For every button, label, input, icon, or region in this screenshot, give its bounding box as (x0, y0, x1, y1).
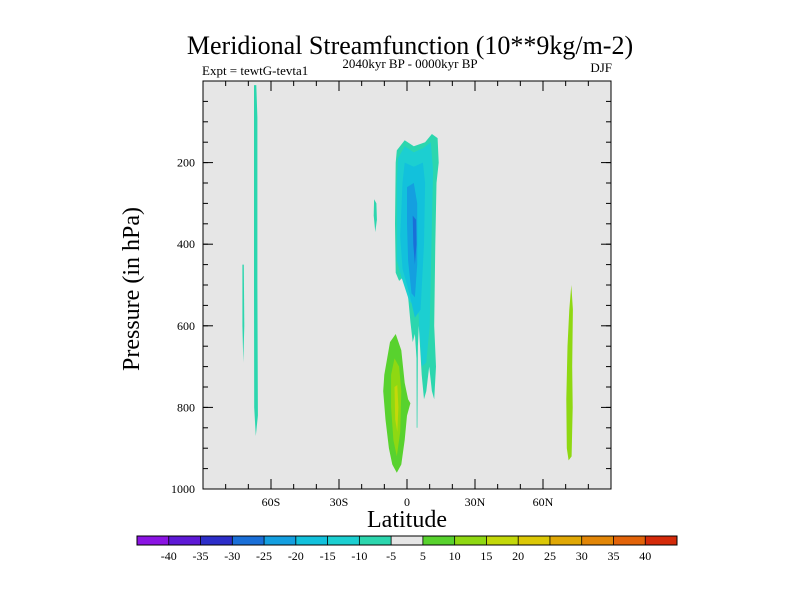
colorbar-label: -25 (256, 549, 272, 563)
colorbar-label: -20 (288, 549, 304, 563)
x-tick-label: 0 (404, 495, 410, 509)
colorbar-box (581, 536, 614, 545)
x-tick-label: 60S (262, 495, 281, 509)
colorbar-box (137, 536, 169, 545)
colorbar-label: 15 (480, 549, 492, 563)
y-tick-label: 1000 (171, 482, 195, 496)
colorbar-box (391, 536, 423, 545)
colorbar-box (486, 536, 519, 545)
right-string: DJF (590, 60, 612, 75)
colorbar-box (422, 536, 455, 545)
center-string: 2040kyr BP - 0000kyr BP (342, 56, 477, 71)
colorbar-label: -15 (320, 549, 336, 563)
colorbar-box (518, 536, 550, 545)
colorbar-label: -40 (161, 549, 177, 563)
x-tick-label: 30N (465, 495, 486, 509)
colorbar-box (549, 536, 582, 545)
colorbar-box (613, 536, 646, 545)
contour-north-hadley-inner (394, 385, 399, 432)
y-tick-label: 600 (177, 319, 195, 333)
colorbar-label: 35 (607, 549, 619, 563)
colorbar-box (295, 536, 328, 545)
colorbar-box (359, 536, 392, 545)
left-string: Expt = tewtG-tevta1 (202, 63, 308, 78)
colorbar-label: 40 (639, 549, 651, 563)
chart-title: Meridional Streamfunction (10**9kg/m-2) (187, 31, 633, 60)
axes-layer: 60S 30S 0 30N 60N 200 400 600 800 1000 (171, 81, 612, 509)
colorbar-box (264, 536, 296, 545)
x-tick-label: 30S (330, 495, 349, 509)
colorbar-label: -10 (351, 549, 367, 563)
colorbar-label: -35 (193, 549, 209, 563)
colorbar-box (168, 536, 201, 545)
y-axis-label: Pressure (in hPa) (119, 207, 145, 371)
contour-small-blob (373, 199, 377, 232)
contour-central-innermost (407, 183, 418, 298)
colorbar-label: 5 (420, 549, 426, 563)
colorbar-label: 30 (576, 549, 588, 563)
colorbar-frame (136, 535, 678, 546)
colorbar: -40 -35 -30 -25 -20 -15 -10 -5 5 10 15 20 25 30 35 40 (136, 535, 678, 563)
colorbar-label: 25 (544, 549, 556, 563)
plot-frame (202, 80, 612, 490)
contour-layer (242, 85, 573, 473)
colorbar-box (327, 536, 360, 545)
contour-north-polar (566, 285, 573, 461)
y-tick-label: 400 (177, 237, 195, 251)
x-axis-label: Latitude (367, 507, 447, 533)
contour-south-cell-thin (254, 85, 258, 436)
x-tick-label: 60N (533, 495, 554, 509)
colorbar-label: 20 (512, 549, 524, 563)
colorbar-box (232, 536, 265, 545)
y-tick-label: 200 (177, 156, 195, 170)
colorbar-label: 10 (449, 549, 461, 563)
contour-central-minimum (412, 215, 417, 265)
contour-south-cell-strip (242, 264, 245, 363)
y-tick-label: 800 (177, 400, 195, 414)
colorbar-label: -30 (224, 549, 240, 563)
colorbar-box (645, 536, 677, 545)
colorbar-box (454, 536, 487, 545)
colorbar-label: -5 (386, 549, 396, 563)
colorbar-box (200, 536, 233, 545)
